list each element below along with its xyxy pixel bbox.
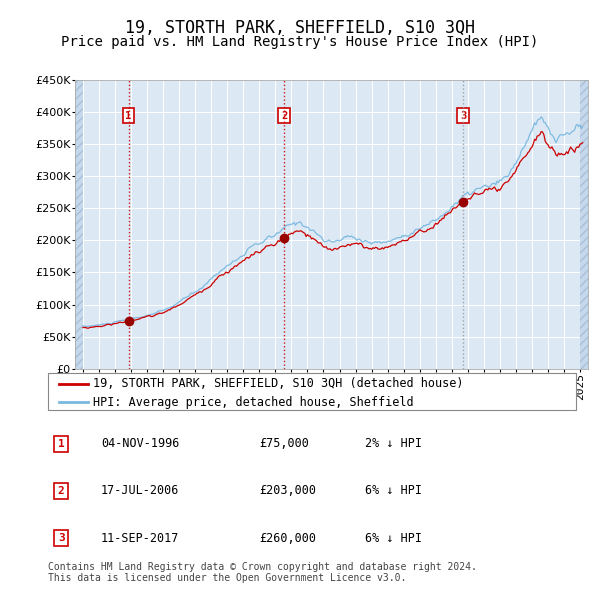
Text: 2: 2 xyxy=(281,111,287,121)
Text: Price paid vs. HM Land Registry's House Price Index (HPI): Price paid vs. HM Land Registry's House … xyxy=(61,35,539,50)
Text: 1: 1 xyxy=(125,111,131,121)
Text: 2% ↓ HPI: 2% ↓ HPI xyxy=(365,437,422,450)
Text: 6% ↓ HPI: 6% ↓ HPI xyxy=(365,484,422,497)
Text: 2: 2 xyxy=(58,486,65,496)
Text: 11-SEP-2017: 11-SEP-2017 xyxy=(101,532,179,545)
Text: 1: 1 xyxy=(58,439,65,449)
Text: 19, STORTH PARK, SHEFFIELD, S10 3QH (detached house): 19, STORTH PARK, SHEFFIELD, S10 3QH (det… xyxy=(93,377,463,390)
Text: 19, STORTH PARK, SHEFFIELD, S10 3QH: 19, STORTH PARK, SHEFFIELD, S10 3QH xyxy=(125,19,475,37)
Text: Contains HM Land Registry data © Crown copyright and database right 2024.
This d: Contains HM Land Registry data © Crown c… xyxy=(48,562,477,584)
Text: £75,000: £75,000 xyxy=(259,437,309,450)
Bar xyxy=(75,80,83,369)
Text: 17-JUL-2006: 17-JUL-2006 xyxy=(101,484,179,497)
Text: 6% ↓ HPI: 6% ↓ HPI xyxy=(365,532,422,545)
Text: 3: 3 xyxy=(460,111,466,121)
Text: 3: 3 xyxy=(58,533,65,543)
Text: £260,000: £260,000 xyxy=(259,532,316,545)
Text: HPI: Average price, detached house, Sheffield: HPI: Average price, detached house, Shef… xyxy=(93,395,413,408)
Bar xyxy=(580,80,588,369)
Text: £203,000: £203,000 xyxy=(259,484,316,497)
Text: 04-NOV-1996: 04-NOV-1996 xyxy=(101,437,179,450)
